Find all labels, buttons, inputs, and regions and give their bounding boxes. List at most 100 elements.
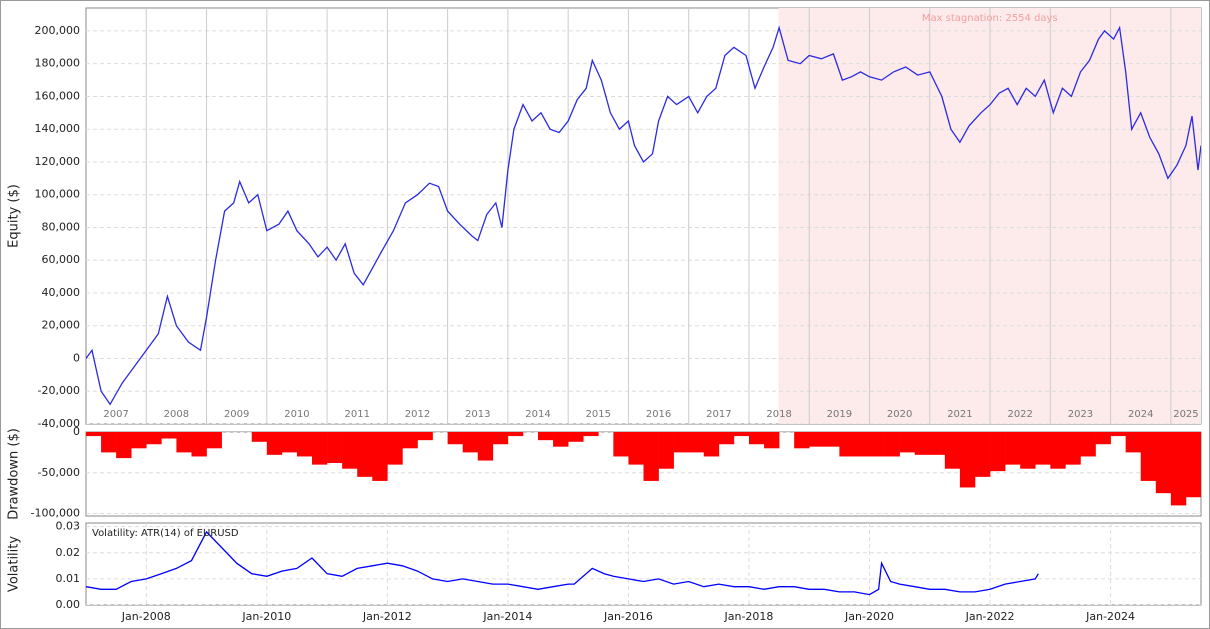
year-label: 2007 <box>103 409 128 420</box>
y-tick-label: 100,000 <box>35 188 81 201</box>
drawdown-bar <box>357 432 373 477</box>
drawdown-bar <box>1170 432 1187 506</box>
drawdown-bar <box>176 432 192 453</box>
drawdown-bar <box>688 432 705 453</box>
year-label: 2024 <box>1128 409 1153 420</box>
drawdown-bar <box>402 432 418 449</box>
series-line <box>86 530 1039 596</box>
drawdown-bar <box>161 432 177 439</box>
drawdown-bar <box>733 432 750 437</box>
drawdown-bar <box>613 432 629 457</box>
drawdown-bar <box>417 432 433 441</box>
y-tick-label: -20,000 <box>38 384 80 397</box>
x-tick-label: Jan-2022 <box>965 610 1015 623</box>
y-tick-label: 140,000 <box>35 122 81 135</box>
y-tick-label: -50,000 <box>38 466 80 479</box>
drawdown-bar <box>914 432 931 455</box>
y-tick-label: 0.02 <box>56 546 81 559</box>
drawdown-bar <box>1005 432 1021 465</box>
y-tick-label: -40,000 <box>38 417 80 430</box>
drawdown-bar <box>116 432 132 459</box>
drawdown-bar <box>266 432 283 455</box>
x-tick-label: Jan-2024 <box>1085 610 1135 623</box>
y-tick-label: 0.03 <box>56 520 81 533</box>
y-tick-label: 180,000 <box>35 57 81 70</box>
drawdown-bar <box>86 432 102 437</box>
drawdown-bar <box>492 432 509 445</box>
year-label: 2018 <box>766 409 791 420</box>
drawdown-bar <box>673 432 690 453</box>
drawdown-bar <box>824 432 840 447</box>
drawdown-bar <box>974 432 991 477</box>
plot-area <box>85 522 1202 606</box>
year-label: 2009 <box>224 409 249 420</box>
drawdown-bar <box>583 432 599 437</box>
drawdown-bar <box>538 432 554 441</box>
drawdown-bar <box>658 432 674 469</box>
year-label: 2025 <box>1173 409 1198 420</box>
drawdown-bar <box>553 432 569 447</box>
year-label: 2021 <box>947 409 972 420</box>
x-tick-label: Jan-2012 <box>362 610 412 623</box>
drawdown-bar <box>899 432 916 453</box>
x-tick-label: Jan-2014 <box>482 610 532 623</box>
y-tick-label: 20,000 <box>42 319 81 332</box>
year-label: 2010 <box>284 409 309 420</box>
x-tick-label: Jan-2010 <box>241 610 291 623</box>
x-tick-label: Jan-2018 <box>724 610 774 623</box>
drawdown-bar <box>296 432 313 457</box>
plot-layer <box>86 432 1201 515</box>
y-tick-label: 0 <box>73 351 80 364</box>
drawdown-bar <box>477 432 494 461</box>
drawdown-bar <box>191 432 207 457</box>
year-label: 2023 <box>1068 409 1093 420</box>
drawdown-bar <box>839 432 855 457</box>
drawdown-bar <box>794 432 810 449</box>
y-tick-label: 160,000 <box>35 89 81 102</box>
drawdown-bar <box>1050 432 1066 469</box>
drawdown-bar <box>146 432 162 445</box>
year-label: 2014 <box>525 409 550 420</box>
y-tick-label: -100,000 <box>31 507 80 520</box>
drawdown-bar <box>568 432 584 442</box>
drawdown-bar <box>748 432 765 445</box>
drawdown-bar <box>643 432 659 481</box>
drawdown-bar <box>1020 432 1036 469</box>
y-tick-label: 60,000 <box>42 253 81 266</box>
drawdown-bar <box>312 432 328 465</box>
y-tick-label: 120,000 <box>35 155 81 168</box>
year-label: 2011 <box>344 409 369 420</box>
drawdown-bar <box>462 432 479 453</box>
drawdown-bar <box>1110 432 1126 437</box>
drawdown-bar <box>1155 432 1172 494</box>
drawdown-bar <box>251 432 268 442</box>
drawdown-bar <box>1140 432 1157 481</box>
y-tick-label: 0.01 <box>56 572 81 585</box>
y-tick-label: 0.00 <box>56 598 81 611</box>
drawdown-bar <box>281 432 298 453</box>
plot-layer <box>86 523 1201 605</box>
drawdown-bar <box>206 432 222 449</box>
drawdown-bar <box>854 432 870 457</box>
y-axis-label: Drawdown ($) <box>7 428 22 520</box>
drawdown-bar <box>1065 432 1081 465</box>
drawdown-bar <box>944 432 961 469</box>
x-tick-label: Jan-2020 <box>844 610 894 623</box>
year-label: 2016 <box>646 409 671 420</box>
y-tick-label: 80,000 <box>42 220 81 233</box>
drawdown-bar <box>507 432 524 437</box>
drawdown-bar <box>1185 432 1201 498</box>
drawdown-bar <box>959 432 976 488</box>
drawdown-bar <box>929 432 946 455</box>
year-label: 2019 <box>827 409 852 420</box>
drawdown-bar <box>1080 432 1096 457</box>
drawdown-bar <box>884 432 900 457</box>
drawdown-bar <box>131 432 147 449</box>
drawdown-bar <box>809 432 825 447</box>
year-label: 2020 <box>887 409 912 420</box>
drawdown-bar <box>327 432 343 463</box>
year-label: 2017 <box>706 409 731 420</box>
drawdown-bar <box>342 432 358 469</box>
drawdown-bar <box>1125 432 1142 453</box>
